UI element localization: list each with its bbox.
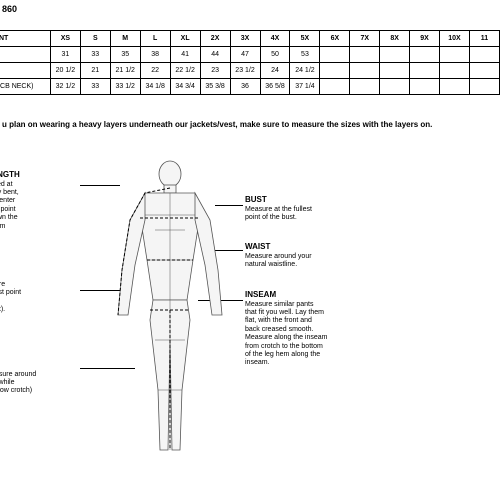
size-header: 7X [350,31,380,47]
size-table-container: ASUREMENTXSSMLXL2X3X4X5X6X7X8X9X10X11 ow… [0,30,500,95]
size-cell: 33 1/2 [110,79,140,95]
size-cell: 24 1/2 [290,63,320,79]
size-cell: 36 5/8 [260,79,290,95]
row-label [0,63,50,79]
size-cell [380,79,410,95]
size-cell [320,79,350,95]
style-code: 860 [2,4,17,14]
size-cell: 53 [290,47,320,63]
measurement-header: ASUREMENT [0,31,50,47]
size-cell: 38 [140,47,170,63]
size-cell [380,47,410,63]
size-cell [469,47,499,63]
size-table: ASUREMENTXSSMLXL2X3X4X5X6X7X8X9X10X11 ow… [0,30,500,95]
inseam-label: INSEAM Measure similar pantsthat fit you… [245,290,395,368]
size-cell [410,79,440,95]
size-cell [469,63,499,79]
size-cell: 32 1/2 [50,79,80,95]
size-cell: 21 [80,63,110,79]
size-cell: 31 [50,47,80,63]
size-cell [380,63,410,79]
size-cell: 23 [200,63,230,79]
size-header: 11 [469,31,499,47]
size-cell: 20 1/2 [50,63,80,79]
size-cell: 33 [80,47,110,63]
size-cell [439,79,469,95]
size-cell: 22 1/2 [170,63,200,79]
table-row: ow AH)313335384144475053 [0,47,500,63]
size-cell [469,79,499,95]
row-label: HT (FROM CB NECK) [0,79,50,95]
table-row: 20 1/22121 1/22222 1/22323 1/22424 1/2 [0,63,500,79]
bust-label: BUST Measure at the fullestpoint of the … [245,195,395,222]
size-header: 6X [320,31,350,47]
size-cell: 23 1/2 [230,63,260,79]
size-cell: 35 3/8 [200,79,230,95]
size-header: 4X [260,31,290,47]
size-cell: 41 [170,47,200,63]
size-cell: 37 1/4 [290,79,320,95]
size-cell [350,47,380,63]
measurement-note: u plan on wearing a heavy layers underne… [2,120,496,129]
size-cell: 34 1/8 [140,79,170,95]
size-header: XL [170,31,200,47]
size-cell: 22 [140,63,170,79]
size-cell: 35 [110,47,140,63]
size-cell [439,63,469,79]
size-cell [320,47,350,63]
size-cell: 34 3/4 [170,79,200,95]
size-cell [439,47,469,63]
sleeve-length-label: VE LENGTH m relaxed atd slightly bent,e … [0,170,84,231]
size-header: M [110,31,140,47]
row-label: ow AH) [0,47,50,63]
size-header: S [80,31,110,47]
size-header: 3X [230,31,260,47]
body-figure [100,160,240,460]
size-header: 8X [380,31,410,47]
table-row: HT (FROM CB NECK)32 1/23333 1/234 1/834 … [0,79,500,95]
size-cell [350,63,380,79]
size-header: 2X [200,31,230,47]
size-cell: 44 [200,47,230,63]
size-cell [350,79,380,95]
size-header: L [140,31,170,47]
size-cell: 24 [260,63,290,79]
size-cell: 33 [80,79,110,95]
size-header: 5X [290,31,320,47]
size-cell [410,47,440,63]
hip-label: , measurethe fullest pointtandingow wais… [0,280,84,315]
size-header: 9X [410,31,440,47]
size-header: XS [50,31,80,47]
waist-label: WAIST Measure around yournatural waistli… [245,242,395,269]
size-cell: 50 [260,47,290,63]
thigh-label: H hs, measure aroundst point whileg (4" … [0,360,84,396]
body-diagram: VE LENGTH m relaxed atd slightly bent,e … [0,150,500,480]
size-cell [320,63,350,79]
size-cell [410,63,440,79]
size-header: 10X [439,31,469,47]
size-cell: 47 [230,47,260,63]
size-cell: 36 [230,79,260,95]
size-cell: 21 1/2 [110,63,140,79]
